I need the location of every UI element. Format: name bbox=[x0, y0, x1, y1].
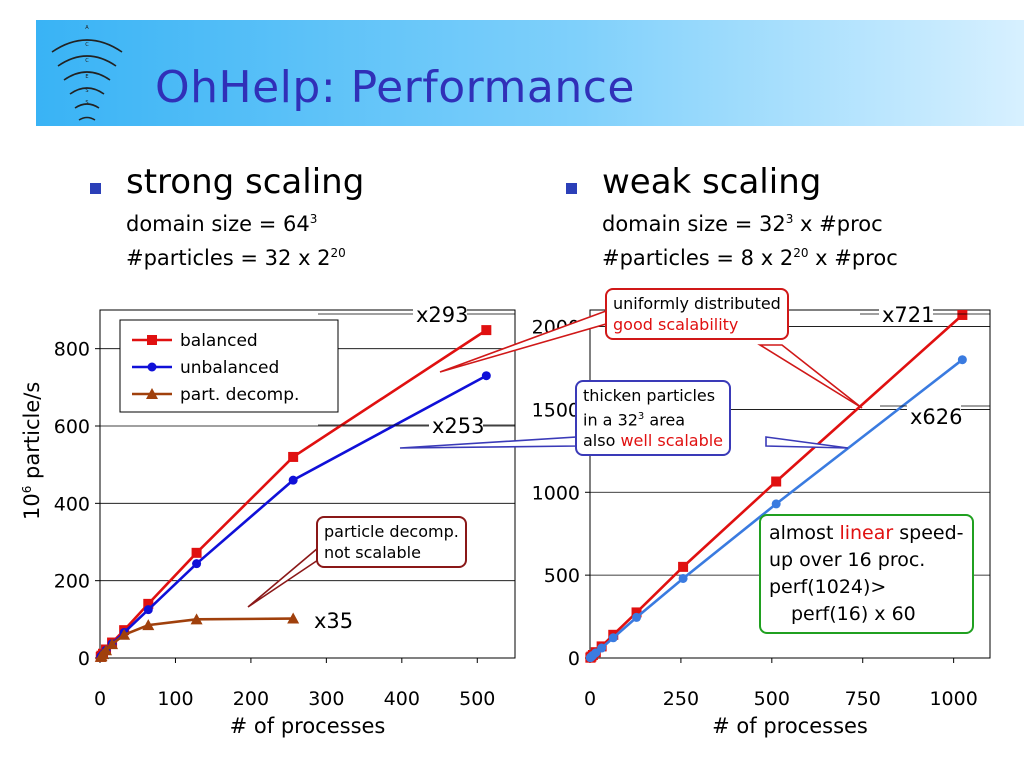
plot-frame bbox=[589, 309, 991, 659]
legend-marker bbox=[147, 335, 157, 345]
x-tick-label: 750 bbox=[845, 688, 881, 710]
bullet-icon bbox=[90, 183, 101, 194]
annotation-bg bbox=[907, 404, 961, 428]
plot-frame bbox=[99, 309, 516, 659]
data-point bbox=[190, 613, 203, 625]
annotation-bg bbox=[429, 413, 483, 437]
y-tick-label: 600 bbox=[54, 416, 90, 438]
data-point bbox=[288, 451, 299, 462]
annotation-label: x293 bbox=[416, 303, 469, 327]
callout-pointer bbox=[765, 436, 849, 449]
data-point bbox=[608, 633, 618, 643]
data-point bbox=[118, 628, 131, 640]
annotation-label: x253 bbox=[432, 414, 485, 438]
x-tick-label: 1000 bbox=[929, 688, 977, 710]
annotation-bg bbox=[879, 302, 933, 326]
logo-letter: A bbox=[85, 25, 89, 31]
data-point bbox=[771, 476, 782, 487]
weak-particles: #particles = 8 x 220 x #proc bbox=[602, 246, 898, 270]
y-tick-label: 0 bbox=[78, 648, 90, 670]
legend-marker bbox=[147, 362, 157, 372]
data-point bbox=[143, 598, 154, 609]
y-tick-label: 1500 bbox=[532, 399, 580, 421]
data-point bbox=[631, 607, 642, 618]
x-tick-label: 250 bbox=[663, 688, 699, 710]
annotation-label: x626 bbox=[910, 405, 963, 429]
y-tick-label: 800 bbox=[54, 339, 90, 361]
y-tick-label: 1000 bbox=[532, 482, 580, 504]
x-tick-label: 500 bbox=[754, 688, 790, 710]
callout-part-decomp: particle decomp. not scalable bbox=[316, 516, 467, 568]
weak-scaling-heading: weak scaling bbox=[602, 162, 822, 202]
x-tick-label: 400 bbox=[384, 688, 420, 710]
logo-letter: C bbox=[85, 42, 89, 48]
logo-letter: S bbox=[85, 100, 88, 106]
callout-pointer bbox=[399, 436, 578, 449]
data-point bbox=[597, 643, 607, 653]
callout-linear: almost linear speed- up over 16 proc. pe… bbox=[759, 514, 974, 634]
data-point bbox=[100, 644, 113, 656]
data-point bbox=[957, 309, 968, 320]
data-point bbox=[678, 573, 688, 583]
data-point bbox=[191, 547, 202, 558]
annotation-bg bbox=[311, 608, 353, 632]
strong-particles: #particles = 32 x 220 bbox=[126, 246, 346, 270]
legend-label: unbalanced bbox=[180, 358, 279, 378]
slide-title: OhHelp: Performance bbox=[155, 62, 635, 113]
annotation-label: x35 bbox=[314, 609, 353, 633]
title-banner bbox=[36, 20, 1024, 126]
legend-marker bbox=[146, 388, 158, 399]
strong-scaling-heading: strong scaling bbox=[126, 162, 365, 202]
logo-letter: C bbox=[85, 58, 89, 64]
data-point bbox=[481, 325, 492, 336]
y-tick-label: 400 bbox=[54, 493, 90, 515]
x-tick-label: 500 bbox=[459, 688, 495, 710]
data-point bbox=[957, 355, 967, 365]
x-tick-label: 300 bbox=[308, 688, 344, 710]
y-tick-label: 0 bbox=[568, 648, 580, 670]
data-point bbox=[287, 612, 300, 624]
callout-pointer bbox=[757, 344, 863, 409]
annotation-bg bbox=[413, 302, 467, 326]
legend-label: balanced bbox=[180, 331, 258, 351]
data-point bbox=[678, 561, 689, 572]
bullet-icon bbox=[566, 183, 577, 194]
data-point bbox=[288, 475, 298, 485]
legend-label: part. decomp. bbox=[180, 385, 299, 405]
x-tick-label: 100 bbox=[157, 688, 193, 710]
y-tick-label: 200 bbox=[54, 571, 90, 593]
y-tick-label: 500 bbox=[544, 565, 580, 587]
data-point bbox=[632, 612, 642, 622]
callout-thicken: thicken particles in a 323 area also wel… bbox=[575, 380, 732, 457]
x-axis-label: # of processes bbox=[712, 714, 868, 738]
strong-domain-size: domain size = 643 bbox=[126, 212, 318, 236]
callout-pointer bbox=[247, 546, 319, 608]
x-axis-label: # of processes bbox=[230, 714, 386, 738]
data-point bbox=[142, 619, 155, 631]
logo-letter: S bbox=[85, 88, 88, 94]
x-tick-label: 0 bbox=[94, 688, 106, 710]
annotation-label: x721 bbox=[882, 303, 935, 327]
x-tick-label: 0 bbox=[584, 688, 596, 710]
x-tick-label: 200 bbox=[233, 688, 269, 710]
weak-domain-size: domain size = 323 x #proc bbox=[602, 212, 883, 236]
data-point bbox=[106, 638, 119, 650]
data-point bbox=[143, 605, 153, 615]
data-point bbox=[771, 499, 781, 509]
data-point bbox=[481, 371, 491, 381]
callout-uniform: uniformly distributed good scalability bbox=[605, 288, 789, 340]
logo-letter: E bbox=[85, 74, 88, 80]
logo-icon: A C C E S S bbox=[51, 25, 123, 121]
data-point bbox=[192, 559, 202, 569]
